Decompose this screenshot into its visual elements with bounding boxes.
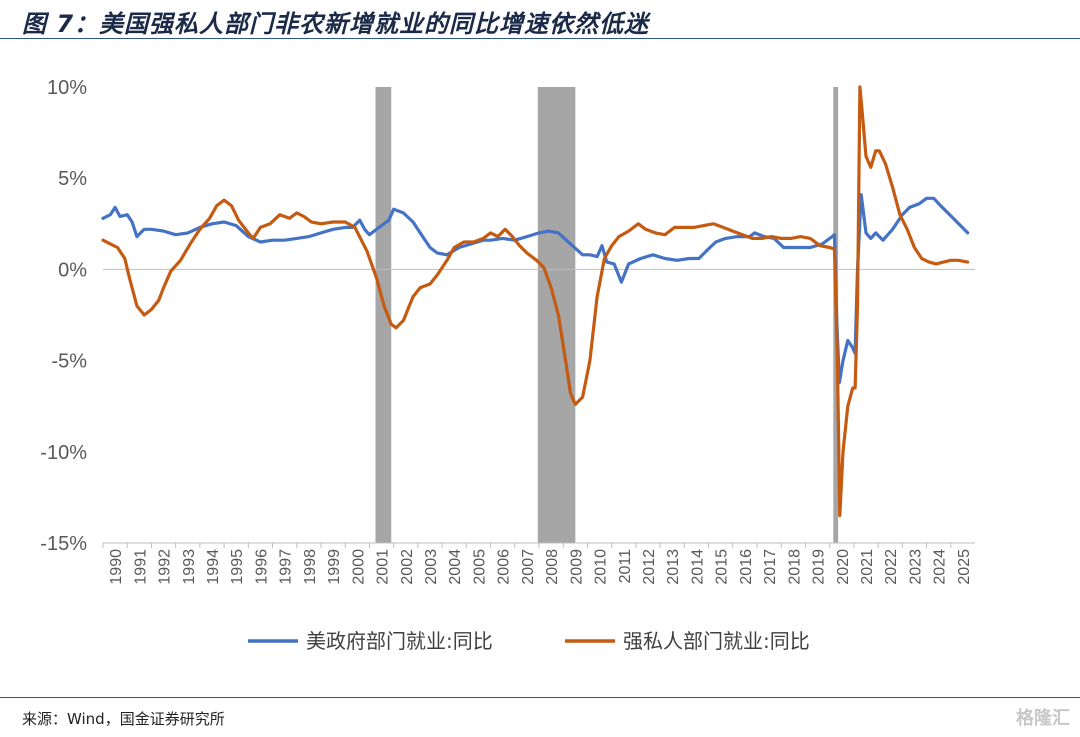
figure-title: 图 7：美国强私人部门非农新增就业的同比增速依然低迷 [22, 10, 650, 38]
y-tick-label: 5% [58, 168, 87, 190]
recession-band-2 [537, 87, 576, 543]
source-divider [0, 697, 1080, 698]
x-tick-label: 2012 [641, 549, 658, 585]
series-lines [101, 85, 970, 518]
x-tick-label: 1995 [229, 549, 246, 585]
x-tick-label: 2010 [593, 549, 610, 585]
legend-label-1: 美政府部门就业:同比 [306, 629, 493, 653]
y-tick-label: 10% [47, 77, 87, 99]
x-tick-label: 2020 [835, 549, 852, 585]
x-tick-label: 2021 [859, 549, 876, 585]
x-tick-label: 2000 [350, 549, 367, 585]
x-tick-label: 2024 [932, 549, 949, 585]
x-tick-label: 2007 [520, 549, 537, 585]
x-tick-label: 2016 [738, 549, 755, 585]
x-tick-label: 2005 [471, 549, 488, 585]
x-tick-label: 2009 [568, 549, 585, 585]
x-tick-label: 2015 [714, 549, 731, 585]
x-tick-label: 1994 [205, 549, 222, 585]
x-tick-label: 1990 [108, 549, 125, 585]
recession-band-1 [375, 87, 392, 543]
x-tick-label: 2002 [399, 549, 416, 585]
x-tick-label: 2023 [907, 549, 924, 585]
x-tick-label: 1996 [253, 549, 270, 585]
x-tick-label: 2006 [496, 549, 513, 585]
x-tick-label: 1999 [326, 549, 343, 585]
x-tick-label: 2014 [689, 549, 706, 585]
title-divider [0, 38, 1080, 39]
x-tick-label: 2025 [956, 549, 973, 585]
x-tick-label: 2008 [544, 549, 561, 585]
x-tick-label: 2011 [617, 549, 634, 584]
x-tick-label: 2001 [375, 549, 392, 585]
y-tick-label: -10% [40, 442, 87, 464]
legend-label-2: 强私人部门就业:同比 [623, 629, 810, 653]
watermark-logo: 格隆汇 [1016, 708, 1070, 729]
series-line-2 [101, 85, 970, 518]
x-tick-label: 1997 [278, 549, 295, 585]
line-chart: 10% 5% 0% -5% -10% -15% 1990 1991 1992 1993 1994 19… [40, 77, 975, 653]
chart-axes: 10% 5% 0% -5% -10% -15% 1990 1991 1992 1993 1994 19… [40, 77, 975, 585]
x-tick-label: 2022 [883, 549, 900, 585]
y-tick-label: -5% [51, 351, 87, 373]
y-tick-label: -15% [40, 533, 87, 555]
x-tick-label: 2019 [811, 549, 828, 585]
x-tick-label: 1991 [132, 549, 149, 585]
x-tick-label: 2003 [423, 549, 440, 585]
x-tick-label: 2004 [447, 549, 464, 585]
x-tick-label: 1993 [181, 549, 198, 585]
x-tick-label: 1992 [157, 549, 174, 585]
chart-legend: 美政府部门就业:同比 强私人部门就业:同比 [248, 629, 810, 653]
y-tick-label: 0% [58, 259, 87, 281]
recession-bands [375, 87, 839, 543]
x-tick-label: 1998 [302, 549, 319, 585]
x-tick-label: 2013 [665, 549, 682, 585]
x-tick-label: 2017 [762, 549, 779, 585]
x-tick-label: 2018 [786, 549, 803, 585]
source-note: 来源：Wind，国金证券研究所 [22, 710, 225, 728]
